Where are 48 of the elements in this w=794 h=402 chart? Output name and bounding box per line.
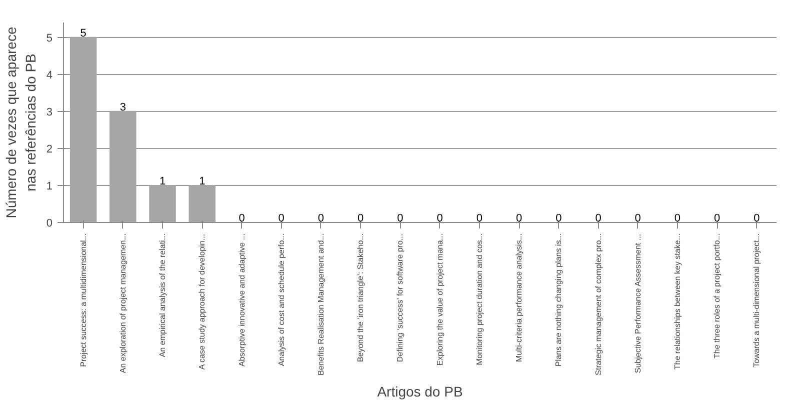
x-tick-label: Exploring the value of project mana... xyxy=(435,233,444,366)
x-tick-label: Absorptive innovative and adaptive ... xyxy=(237,233,246,366)
data-label: 0 xyxy=(397,212,404,224)
bar xyxy=(188,184,216,222)
data-label: 1 xyxy=(199,175,206,188)
bar xyxy=(70,36,97,222)
data-label: 0 xyxy=(674,212,681,224)
data-label: 0 xyxy=(238,212,245,224)
y-tick-label: 4 xyxy=(46,69,53,82)
x-tick-label: Strategic management of complex pro... xyxy=(594,233,603,376)
x-tick-label: Monitoring project duration and cos... xyxy=(474,233,484,366)
data-label: 5 xyxy=(80,27,86,40)
y-tick-label: 3 xyxy=(46,106,53,118)
data-label: 3 xyxy=(120,101,126,114)
x-tick-label: Towards a multi-dimensional project... xyxy=(752,233,762,368)
x-tick-label: Defining ‘success’ for software pro... xyxy=(396,234,405,362)
x-tick-label: A case study approach for developin... xyxy=(198,234,207,370)
x-tick-label: The three roles of a project portfo... xyxy=(712,234,722,358)
x-tick-label: An exploration of project managemen... xyxy=(118,233,128,374)
data-label: 0 xyxy=(318,212,324,224)
data-label: 0 xyxy=(516,212,522,224)
data-label: 1 xyxy=(159,175,166,188)
y-tick-label: 1 xyxy=(46,180,53,192)
data-label: 0 xyxy=(754,212,760,224)
y-tick-label: 0 xyxy=(46,218,53,230)
data-label: 0 xyxy=(278,212,284,224)
data-label: 0 xyxy=(714,212,720,224)
x-tick-label: Plans are nothing changing plans is... xyxy=(554,233,564,366)
x-tick-label: Multi-criteria performance analysis... xyxy=(514,234,524,362)
bar xyxy=(149,184,176,222)
x-tick-label: An empirical analysis of the relati... xyxy=(158,234,168,358)
x-axis-title: Artigos do PB xyxy=(377,383,463,400)
data-label: 0 xyxy=(595,212,602,224)
x-tick-label: The relationships between key stake... xyxy=(672,233,682,370)
data-label: 0 xyxy=(358,212,364,224)
data-label: 0 xyxy=(634,212,641,224)
x-tick-label: Subjective Performance Assessment ... xyxy=(633,234,642,374)
data-label: 0 xyxy=(436,212,443,224)
data-label: 0 xyxy=(556,212,562,224)
x-tick-label: Analysis of cost and schedule perfo... xyxy=(276,233,286,366)
y-tick-label: 2 xyxy=(46,143,53,156)
y-tick-label: 5 xyxy=(46,32,53,44)
bar xyxy=(110,110,136,222)
y-axis-title: Número de vezes que aparece nas referências do PB xyxy=(3,26,38,218)
x-tick-label: Benefits Realisation Management and... xyxy=(316,233,326,376)
data-label: 0 xyxy=(476,212,482,224)
x-tick-label: Beyond the ‘iron triangle’: Stakeho... xyxy=(356,233,366,362)
x-tick-label: Project success: a multidimensional... xyxy=(78,233,88,367)
